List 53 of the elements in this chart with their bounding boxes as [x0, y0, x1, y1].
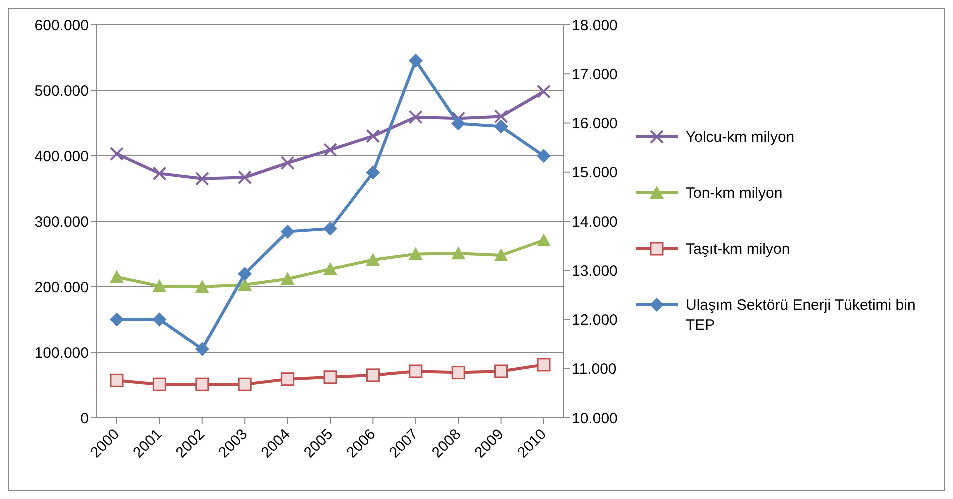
- y-tick-label: 300.000: [34, 214, 89, 231]
- point: [366, 166, 380, 180]
- point: [409, 364, 423, 378]
- y2-tick-label: 18.000: [572, 17, 618, 34]
- point: [280, 224, 295, 239]
- point: [195, 342, 210, 356]
- point: [152, 279, 167, 292]
- legend-label: Ton-km milyon: [686, 184, 784, 204]
- point: [238, 278, 252, 292]
- point: [238, 267, 252, 282]
- point: [110, 374, 124, 388]
- point: [452, 246, 466, 260]
- point: [452, 116, 466, 131]
- point: [281, 372, 295, 386]
- y2-tick-label: 10.000: [572, 410, 618, 428]
- point: [494, 120, 508, 134]
- point: [537, 233, 551, 246]
- point: [494, 248, 508, 262]
- point: [110, 270, 124, 284]
- point: [110, 312, 124, 327]
- y-tick-label: 200.000: [34, 279, 89, 296]
- point: [195, 280, 210, 293]
- point: [537, 149, 551, 164]
- legend-label: Taşıt-km milyon: [686, 240, 792, 260]
- point: [280, 272, 295, 286]
- point: [537, 358, 551, 372]
- y2-tick-label: 17.000: [572, 66, 618, 84]
- y2-tick-label: 11.000: [572, 361, 617, 378]
- y-tick-label: 600.000: [34, 17, 89, 34]
- point: [324, 370, 338, 384]
- legend-label: Yolcu-km milyon: [686, 128, 796, 148]
- point: [238, 378, 252, 392]
- y2-tick-label: 12.000: [572, 312, 618, 330]
- point: [452, 366, 466, 380]
- y-tick-label: 400.000: [34, 148, 89, 166]
- point: [152, 378, 166, 392]
- y2-tick-label: 15.000: [572, 164, 618, 182]
- point: [152, 312, 167, 327]
- point: [366, 368, 380, 382]
- point: [324, 262, 338, 276]
- y2-tick-label: 13.000: [572, 262, 618, 280]
- point: [324, 222, 338, 236]
- y2-tick-label: 14.000: [572, 214, 618, 231]
- y-tick-label: 500.000: [34, 82, 89, 100]
- point: [408, 247, 423, 260]
- y-tick-label: 0: [80, 410, 89, 428]
- legend-label: Ulaşım Sektörü Enerji Tüketimi bin TEP: [686, 296, 917, 336]
- y2-tick-label: 16.000: [572, 116, 618, 133]
- point: [494, 364, 508, 378]
- y-tick-label: 100.000: [34, 344, 89, 362]
- point: [196, 378, 210, 392]
- point: [366, 253, 380, 266]
- point: [408, 54, 423, 68]
